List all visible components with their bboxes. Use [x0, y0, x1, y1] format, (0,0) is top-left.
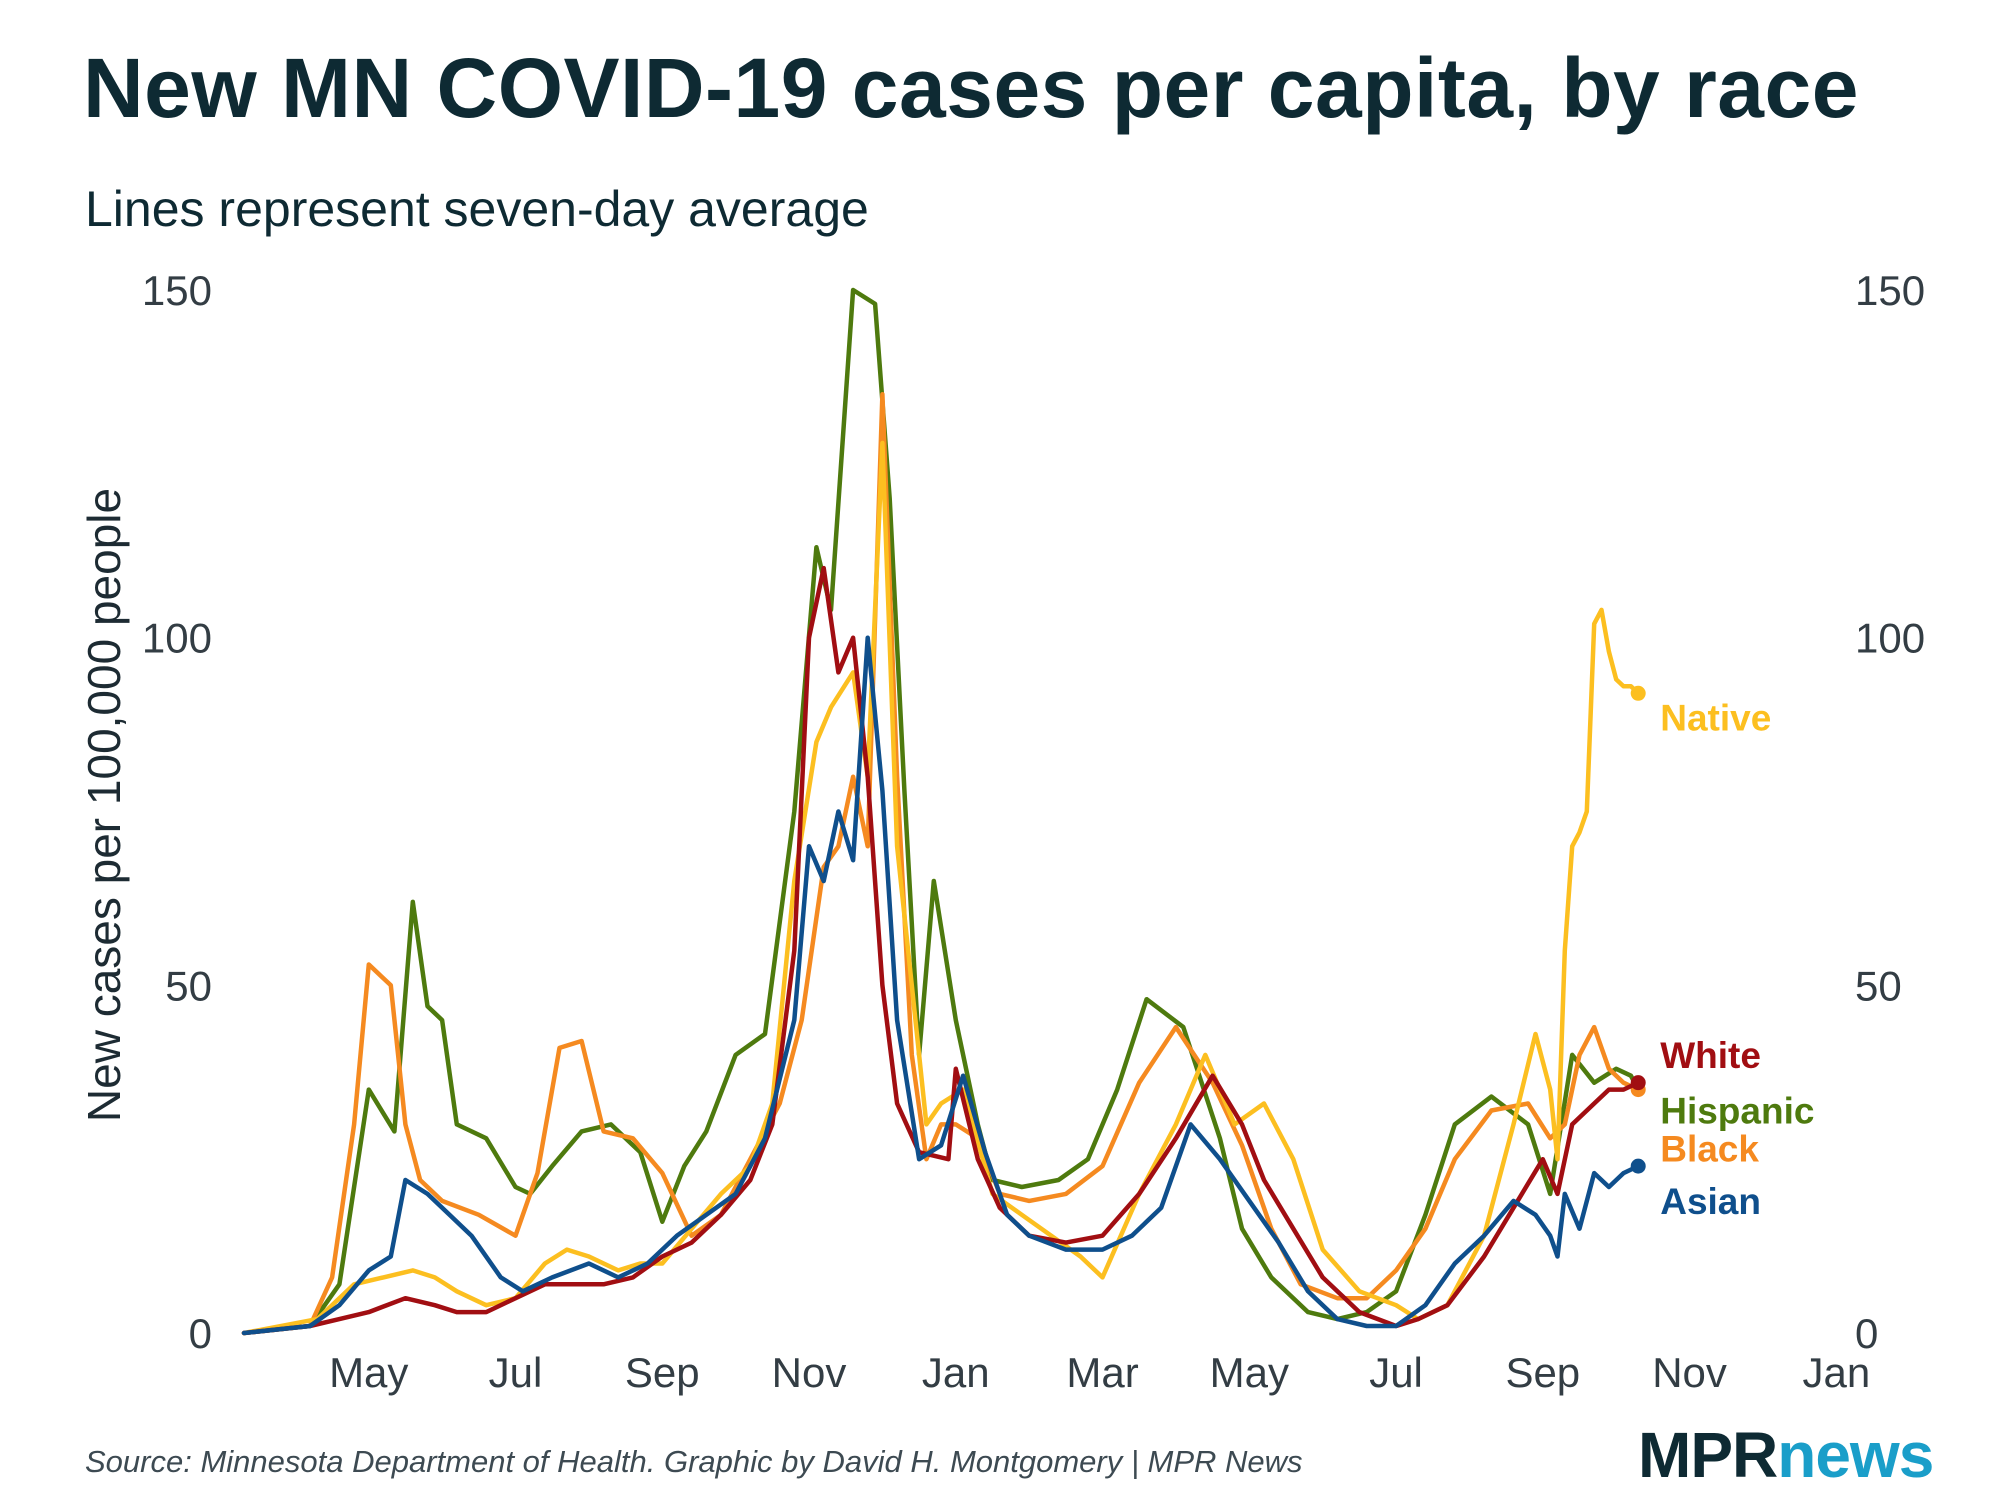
y-tick-right-100: 100 [1855, 615, 1925, 662]
series-label-native: Native [1660, 698, 1771, 739]
logo-mpr: MPR [1638, 1419, 1778, 1491]
y-tick-right-50: 50 [1855, 962, 1902, 1009]
y-tick-left-50: 50 [165, 962, 212, 1009]
series-line-white [241, 565, 1641, 1336]
x-tick-sep-8: Sep [1505, 1349, 1580, 1396]
y-axis-right: 0 50 100 150 [1855, 267, 1925, 1357]
mpr-news-logo: MPRnews [1638, 1418, 1934, 1492]
x-axis: May Jul Sep Nov Jan Mar May Jul Sep Nov Jan [329, 1349, 1870, 1396]
series-label-black: Black [1660, 1129, 1759, 1170]
series-layer [241, 287, 1646, 1336]
y-axis-left: 0 50 100 150 [142, 267, 212, 1357]
x-tick-sep-2: Sep [625, 1349, 700, 1396]
x-tick-may-0: May [329, 1349, 408, 1396]
x-tick-nov-9: Nov [1652, 1349, 1727, 1396]
chart-title: New MN COVID-19 cases per capita, by rac… [83, 41, 1859, 135]
series-line-asian [241, 635, 1641, 1336]
x-tick-jan-10: Jan [1802, 1349, 1870, 1396]
y-tick-right-0: 0 [1855, 1310, 1878, 1357]
x-tick-nov-3: Nov [772, 1349, 847, 1396]
x-tick-jul-7: Jul [1369, 1349, 1423, 1396]
x-tick-mar-5: Mar [1066, 1349, 1138, 1396]
x-tick-jul-1: Jul [489, 1349, 543, 1396]
y-tick-left-150: 150 [142, 267, 212, 314]
series-line-native [241, 440, 1641, 1336]
series-line-black [241, 392, 1641, 1336]
series-label-hispanic: Hispanic [1660, 1090, 1814, 1131]
y-tick-left-0: 0 [189, 1310, 212, 1357]
chart-subtitle: Lines represent seven-day average [85, 181, 869, 237]
x-tick-jan-4: Jan [922, 1349, 990, 1396]
x-tick-may-6: May [1210, 1349, 1289, 1396]
source-note: Source: Minnesota Department of Health. … [85, 1444, 1303, 1479]
series-label-white: White [1660, 1035, 1761, 1076]
series-label-asian: Asian [1660, 1181, 1761, 1222]
y-tick-left-100: 100 [142, 615, 212, 662]
y-tick-right-150: 150 [1855, 267, 1925, 314]
series-end-dot-native [1630, 685, 1646, 701]
series-end-dot-white [1630, 1075, 1646, 1091]
logo-news: news [1777, 1419, 1934, 1491]
series-end-dot-asian [1630, 1158, 1646, 1174]
y-axis-label: New cases per 100,000 people [78, 488, 130, 1122]
series-line-hispanic [241, 287, 1641, 1336]
